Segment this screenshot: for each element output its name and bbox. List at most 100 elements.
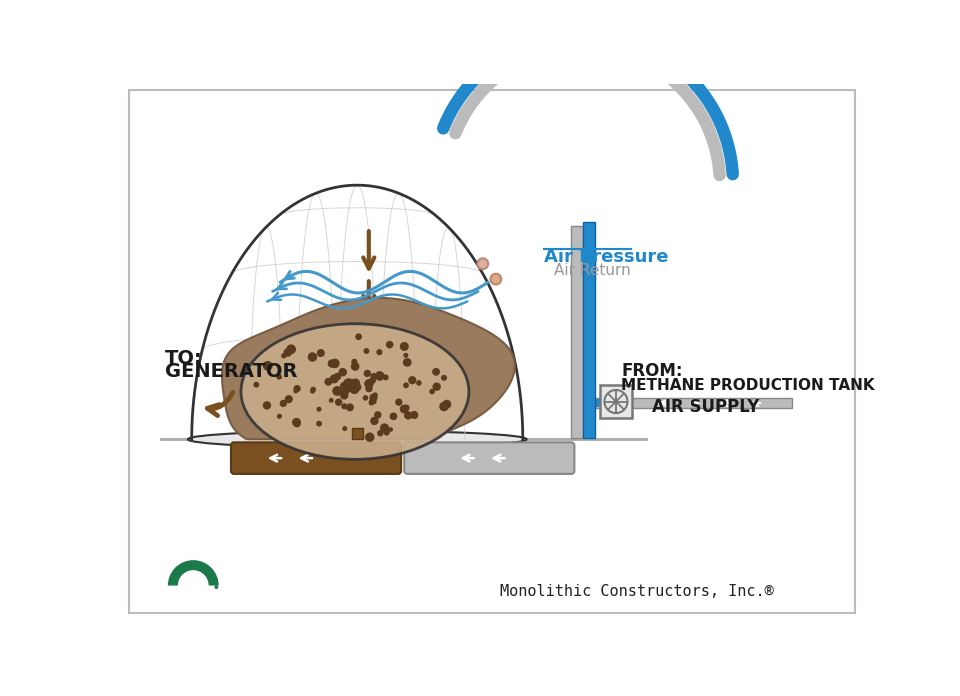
Circle shape — [441, 375, 447, 381]
Circle shape — [365, 432, 374, 442]
Circle shape — [349, 384, 359, 394]
Circle shape — [371, 373, 377, 379]
Circle shape — [343, 426, 348, 431]
Circle shape — [346, 404, 354, 411]
Bar — [570, 226, 583, 438]
Bar — [577, 397, 792, 409]
Circle shape — [332, 386, 342, 396]
Circle shape — [371, 417, 378, 425]
Circle shape — [328, 398, 334, 403]
Circle shape — [389, 427, 393, 432]
Circle shape — [432, 368, 440, 376]
Text: Air Return: Air Return — [554, 263, 631, 278]
Circle shape — [440, 402, 448, 411]
Bar — [583, 400, 633, 407]
Circle shape — [371, 399, 376, 404]
Circle shape — [386, 341, 394, 349]
FancyBboxPatch shape — [404, 443, 574, 474]
Circle shape — [341, 403, 348, 409]
Circle shape — [339, 391, 344, 396]
Text: METHANE PRODUCTION TANK: METHANE PRODUCTION TANK — [621, 378, 875, 393]
Circle shape — [364, 370, 372, 377]
Circle shape — [343, 379, 352, 388]
Circle shape — [294, 388, 299, 393]
Circle shape — [353, 381, 359, 387]
Circle shape — [353, 383, 361, 391]
Circle shape — [408, 376, 417, 384]
Ellipse shape — [241, 324, 468, 459]
Circle shape — [279, 400, 287, 407]
Circle shape — [335, 399, 343, 406]
Circle shape — [345, 381, 352, 388]
Circle shape — [324, 378, 332, 386]
Circle shape — [276, 413, 282, 419]
Circle shape — [491, 274, 501, 285]
Circle shape — [364, 348, 370, 354]
Text: TO:: TO: — [165, 349, 203, 368]
Circle shape — [416, 380, 421, 386]
Circle shape — [365, 385, 372, 393]
Text: GENERATOR: GENERATOR — [165, 362, 298, 381]
Bar — [583, 222, 595, 438]
Text: Monolithic Constructors, Inc.®: Monolithic Constructors, Inc.® — [500, 585, 774, 599]
Circle shape — [276, 374, 282, 380]
Circle shape — [310, 387, 316, 393]
Circle shape — [310, 389, 315, 394]
Circle shape — [369, 377, 376, 384]
Circle shape — [429, 388, 435, 395]
Circle shape — [294, 420, 300, 427]
Circle shape — [403, 358, 412, 367]
FancyBboxPatch shape — [600, 386, 632, 418]
Text: FROM:: FROM: — [621, 362, 683, 380]
Circle shape — [376, 349, 382, 355]
Circle shape — [613, 400, 618, 404]
Circle shape — [350, 362, 359, 371]
Circle shape — [283, 348, 292, 357]
Circle shape — [281, 353, 286, 358]
Circle shape — [443, 400, 451, 409]
Circle shape — [214, 585, 218, 589]
Circle shape — [370, 397, 376, 404]
Circle shape — [344, 379, 353, 388]
Circle shape — [372, 393, 378, 397]
Circle shape — [403, 382, 409, 388]
Circle shape — [383, 374, 389, 381]
Circle shape — [350, 379, 360, 388]
Circle shape — [317, 349, 324, 357]
Circle shape — [370, 393, 377, 402]
Circle shape — [347, 385, 353, 391]
FancyBboxPatch shape — [231, 443, 401, 474]
Circle shape — [334, 373, 341, 380]
Circle shape — [340, 391, 348, 400]
Circle shape — [329, 374, 339, 383]
Text: AIR SUPPLY: AIR SUPPLY — [652, 398, 759, 416]
Circle shape — [410, 411, 419, 419]
Circle shape — [355, 333, 362, 340]
Circle shape — [380, 423, 389, 433]
Circle shape — [350, 382, 358, 390]
Circle shape — [292, 418, 301, 427]
Ellipse shape — [188, 431, 527, 448]
Circle shape — [348, 379, 356, 388]
Circle shape — [340, 382, 348, 389]
Circle shape — [396, 399, 402, 406]
Wedge shape — [168, 560, 219, 585]
Circle shape — [399, 404, 409, 413]
Circle shape — [432, 382, 441, 391]
Circle shape — [351, 386, 357, 391]
Bar — [352, 429, 363, 439]
Circle shape — [404, 411, 413, 420]
Circle shape — [263, 401, 271, 410]
Circle shape — [390, 413, 397, 420]
Circle shape — [340, 390, 345, 395]
Circle shape — [403, 353, 408, 358]
Circle shape — [403, 404, 410, 411]
Circle shape — [342, 386, 350, 395]
Circle shape — [364, 379, 373, 388]
Circle shape — [399, 342, 409, 351]
Circle shape — [363, 395, 369, 401]
Circle shape — [253, 381, 259, 388]
Circle shape — [349, 383, 359, 393]
Circle shape — [294, 385, 300, 393]
Circle shape — [308, 352, 317, 362]
